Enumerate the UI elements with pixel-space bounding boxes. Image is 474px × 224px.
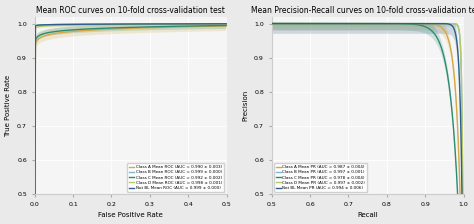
Y-axis label: Precision: Precision bbox=[243, 90, 248, 121]
Title: Mean ROC curves on 10-fold cross-validation test: Mean ROC curves on 10-fold cross-validat… bbox=[36, 6, 225, 15]
Y-axis label: True Positive Rate: True Positive Rate bbox=[6, 74, 11, 137]
Legend: Class A Mean PR (AUC = 0.987 ± 0.004), Class B Mean PR (AUC = 0.997 ± 0.001), Cl: Class A Mean PR (AUC = 0.987 ± 0.004), C… bbox=[273, 163, 367, 192]
Title: Mean Precision-Recall curves on 10-fold cross-validation test: Mean Precision-Recall curves on 10-fold … bbox=[251, 6, 474, 15]
X-axis label: Recall: Recall bbox=[357, 212, 378, 218]
X-axis label: False Positive Rate: False Positive Rate bbox=[98, 212, 163, 218]
Legend: Class A Mean ROC (AUC = 0.990 ± 0.003), Class B Mean ROC (AUC = 0.999 ± 0.000), : Class A Mean ROC (AUC = 0.990 ± 0.003), … bbox=[128, 163, 225, 192]
